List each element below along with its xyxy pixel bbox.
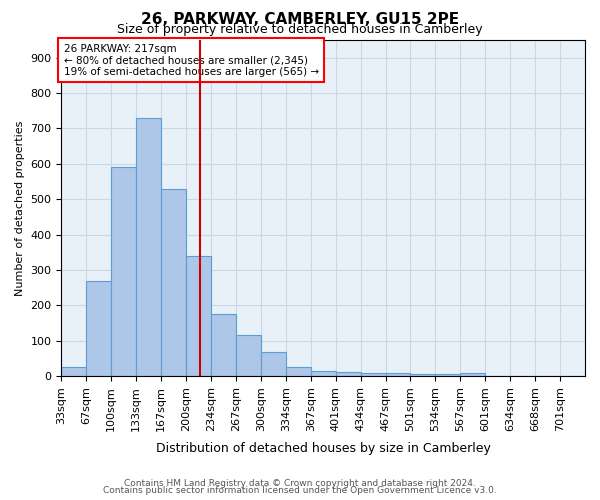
Bar bbox=[335, 372, 361, 376]
Bar bbox=[460, 374, 485, 376]
Bar bbox=[261, 352, 286, 376]
Bar bbox=[286, 368, 311, 376]
Bar bbox=[211, 314, 236, 376]
Text: Contains HM Land Registry data © Crown copyright and database right 2024.: Contains HM Land Registry data © Crown c… bbox=[124, 478, 476, 488]
X-axis label: Distribution of detached houses by size in Camberley: Distribution of detached houses by size … bbox=[156, 442, 491, 455]
Bar bbox=[111, 168, 136, 376]
Y-axis label: Number of detached properties: Number of detached properties bbox=[15, 120, 25, 296]
Text: 26 PARKWAY: 217sqm
← 80% of detached houses are smaller (2,345)
19% of semi-deta: 26 PARKWAY: 217sqm ← 80% of detached hou… bbox=[64, 44, 319, 76]
Text: Size of property relative to detached houses in Camberley: Size of property relative to detached ho… bbox=[117, 22, 483, 36]
Bar bbox=[186, 256, 211, 376]
Bar bbox=[361, 372, 386, 376]
Text: Contains public sector information licensed under the Open Government Licence v3: Contains public sector information licen… bbox=[103, 486, 497, 495]
Text: 26, PARKWAY, CAMBERLEY, GU15 2PE: 26, PARKWAY, CAMBERLEY, GU15 2PE bbox=[141, 12, 459, 28]
Bar bbox=[436, 374, 460, 376]
Bar bbox=[311, 371, 335, 376]
Bar bbox=[86, 280, 111, 376]
Bar bbox=[61, 366, 86, 376]
Bar bbox=[136, 118, 161, 376]
Bar bbox=[236, 335, 261, 376]
Bar bbox=[386, 374, 410, 376]
Bar bbox=[161, 188, 186, 376]
Bar bbox=[410, 374, 436, 376]
